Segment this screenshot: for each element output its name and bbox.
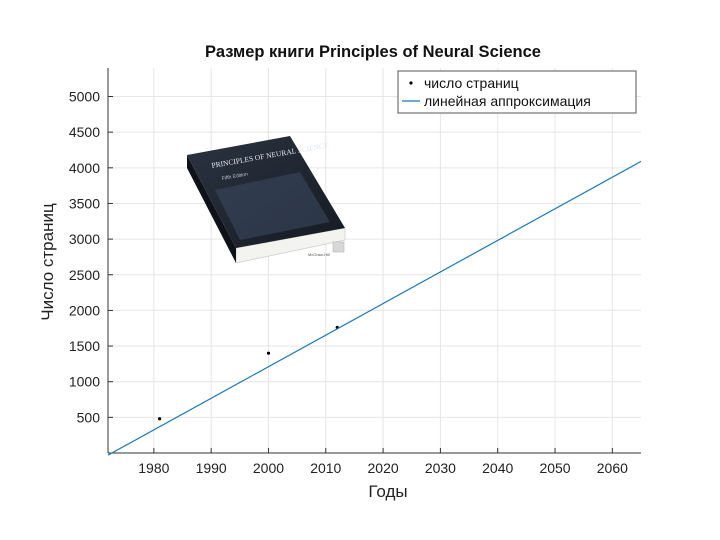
y-tick-label: 4500 (69, 124, 100, 140)
y-tick-label: 1000 (69, 374, 100, 390)
book-cover-art (215, 172, 330, 240)
grid-lines (108, 68, 641, 453)
legend: число страниц линейная аппроксимация (397, 70, 637, 114)
book-spine (187, 155, 236, 263)
x-tick-label: 2000 (253, 460, 284, 476)
legend-label-line: линейная аппроксимация (424, 93, 591, 109)
y-axis-title: Число страниц (38, 203, 57, 321)
x-tick-label: 2030 (425, 460, 456, 476)
x-tick-label: 1980 (138, 460, 169, 476)
y-tick-label: 4000 (69, 160, 100, 176)
book-cover-edition: Fifth Edition (221, 171, 248, 182)
book-publisher: McGraw-Hill (308, 252, 330, 257)
book-publisher-logo (332, 241, 345, 253)
y-tick-label: 2000 (69, 302, 100, 318)
x-tick-label: 2020 (368, 460, 399, 476)
x-tick-label: 2040 (482, 460, 513, 476)
y-tick-label: 2500 (69, 267, 100, 283)
data-point (157, 417, 162, 421)
y-tick-label: 1500 (69, 338, 100, 354)
x-tick-label: 2060 (597, 460, 628, 476)
y-tick-label: 5000 (69, 89, 100, 105)
data-point (266, 351, 271, 355)
x-tick-label: 1990 (196, 460, 227, 476)
chart-title: Размер книги Principles of Neural Scienc… (205, 43, 541, 61)
x-tick-label: 2050 (539, 460, 570, 476)
x-axis-title: Годы (368, 482, 407, 501)
y-tick-labels: 500 1000 1500 2000 2500 3000 3500 4000 4500 5000 (69, 89, 100, 426)
legend-marker-points (409, 81, 413, 85)
legend-box (397, 70, 637, 114)
y-tick-label: 3500 (69, 195, 100, 211)
x-tick-labels: 1980 1990 2000 2010 2020 2030 2040 2050 2060 (138, 460, 628, 476)
y-tick-label: 500 (77, 409, 101, 425)
series (107, 160, 642, 456)
legend-label-points: число страниц (424, 75, 519, 91)
book-image: PRINCIPLES OF NEURAL SCIENCE Fifth Editi… (187, 136, 346, 264)
y-tick-label: 3000 (69, 231, 100, 247)
fit-line (107, 160, 642, 456)
x-tick-label: 2010 (310, 460, 341, 476)
axes (107, 68, 641, 454)
